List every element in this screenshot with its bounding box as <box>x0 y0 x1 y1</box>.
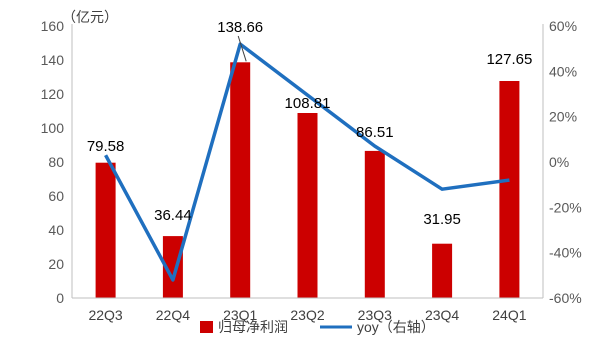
yoy-line <box>104 42 510 282</box>
legend-label-bar: 归母净利润 <box>218 319 288 335</box>
bar-23Q4 <box>432 243 453 298</box>
category-label-23Q1: 23Q1 <box>223 307 257 323</box>
right-tick-label: 0% <box>549 154 569 170</box>
bar-23Q1 <box>230 62 251 298</box>
category-label-23Q3: 23Q3 <box>358 307 392 323</box>
data-label-23Q2: 108.81 <box>285 95 331 112</box>
right-tick-label: 40% <box>549 63 577 79</box>
bar-22Q3 <box>95 162 116 298</box>
legend: 归母净利润 yoy（右轴） <box>200 319 435 335</box>
right-tick-label: -40% <box>549 245 582 261</box>
bar-23Q2 <box>297 113 318 298</box>
left-tick-label: 160 <box>41 18 65 34</box>
legend-label-line: yoy（右轴） <box>357 319 435 335</box>
left-tick-label: 60 <box>48 188 64 204</box>
left-tick-label: 120 <box>41 86 65 102</box>
category-label-22Q4: 22Q4 <box>156 307 190 323</box>
data-label-23Q3: 86.51 <box>356 124 394 141</box>
left-tick-label: 0 <box>56 290 64 306</box>
left-tick-label: 40 <box>48 222 64 238</box>
right-tick-label: 20% <box>549 109 577 125</box>
line-layer <box>104 42 510 282</box>
left-tick-label: 80 <box>48 154 64 170</box>
bar-24Q1 <box>499 81 520 298</box>
right-tick-label: -60% <box>549 290 582 306</box>
bar-23Q3 <box>364 150 385 298</box>
left-tick-label: 20 <box>48 256 64 272</box>
data-label-23Q4: 31.95 <box>423 211 461 228</box>
category-label-24Q1: 24Q1 <box>492 307 526 323</box>
data-label-24Q1: 127.65 <box>486 51 532 68</box>
data-label-22Q4: 36.44 <box>154 207 192 224</box>
left-tick-label: 140 <box>41 52 65 68</box>
bar-22Q4 <box>162 236 183 298</box>
category-label-22Q3: 22Q3 <box>88 307 122 323</box>
legend-swatch-bar <box>200 321 213 333</box>
right-tick-label: -20% <box>549 199 582 215</box>
data-labels-layer: 79.58 36.44 138.66 108.81 86.51 31.95 127.65 <box>87 19 533 228</box>
axes-layer: 0 20 40 60 80 100 120 140 160 -60% -40% -20% 0% 20% 40… <box>41 18 582 323</box>
left-axis-unit-label: （亿元） <box>62 9 118 25</box>
data-label-23Q1: 138.66 <box>217 19 263 36</box>
bars-layer <box>95 62 520 298</box>
data-label-22Q3: 79.58 <box>87 138 125 155</box>
category-label-23Q4: 23Q4 <box>425 307 459 323</box>
left-tick-label: 100 <box>41 120 65 136</box>
category-label-23Q2: 23Q2 <box>290 307 324 323</box>
leader-line <box>237 35 247 62</box>
right-tick-label: 60% <box>549 18 577 34</box>
